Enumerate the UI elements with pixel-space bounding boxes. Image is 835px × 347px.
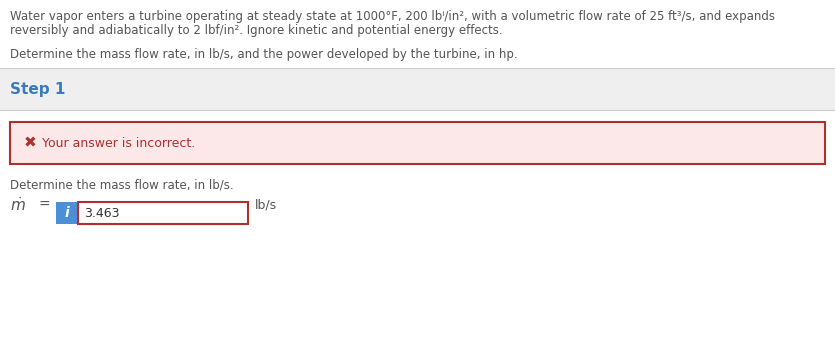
Text: i: i (64, 206, 69, 220)
Text: $\dot{m}$: $\dot{m}$ (10, 196, 26, 214)
FancyBboxPatch shape (56, 202, 78, 224)
Text: lb/s: lb/s (255, 198, 277, 212)
Text: 3.463: 3.463 (84, 206, 119, 220)
Text: Determine the mass flow rate, in lb/s, and the power developed by the turbine, i: Determine the mass flow rate, in lb/s, a… (10, 48, 518, 61)
FancyBboxPatch shape (0, 68, 835, 110)
Text: Step 1: Step 1 (10, 82, 65, 97)
FancyBboxPatch shape (10, 122, 825, 164)
Text: reversibly and adiabatically to 2 lbf/in². Ignore kinetic and potential energy e: reversibly and adiabatically to 2 lbf/in… (10, 24, 503, 37)
Text: ✖: ✖ (24, 135, 37, 151)
Text: Water vapor enters a turbine operating at steady state at 1000°F, 200 lbⁱ/in², w: Water vapor enters a turbine operating a… (10, 10, 775, 23)
Text: Your answer is incorrect.: Your answer is incorrect. (42, 136, 195, 150)
FancyBboxPatch shape (78, 202, 248, 224)
Text: Determine the mass flow rate, in lb/s.: Determine the mass flow rate, in lb/s. (10, 178, 234, 191)
Text: =: = (38, 198, 49, 212)
